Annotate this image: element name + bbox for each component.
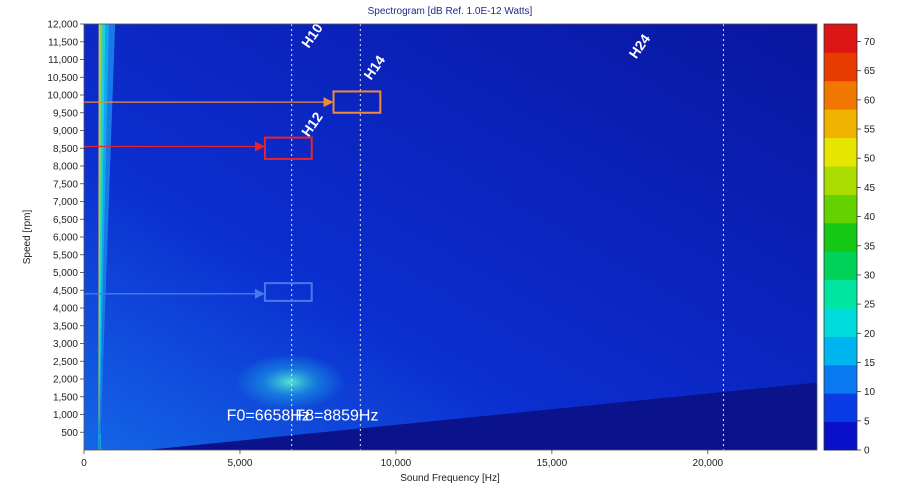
colorbar-segment [824,194,857,224]
y-tick-label: 4,000 [53,304,78,315]
y-tick-label: 6,000 [53,233,78,244]
frequency-label: F8=8859Hz [295,407,378,424]
colorbar-segment [824,279,857,309]
marker-arrow [84,97,334,108]
y-tick-label: 5,000 [53,268,78,279]
frequency-markers [291,24,724,450]
y-axis-ticks: 500 1,000 1,500 2,000 2,500 3,000 3,500 4,000 4,… [47,20,84,439]
frequency-label: F0=6658Hz [227,407,310,424]
colorbar-segment [824,393,857,423]
y-tick-label: 1,000 [53,410,78,421]
colorbar-frame [823,23,858,451]
y-tick-label: 9,000 [53,126,78,137]
marker-arrows [84,97,334,299]
x-axis-label: Sound Frequency [Hz] [400,473,500,484]
colorbar-segment [824,364,857,394]
colorbar-tick-label: 70 [864,37,876,48]
marker-box [263,282,313,302]
y-tick-label: 8,500 [53,144,78,155]
x-tick-label: 0 [81,458,87,469]
x-tick-label: 15,000 [537,458,568,469]
colorbar-segment [824,24,857,53]
marker-box [263,136,313,160]
colorbar-tick-label: 60 [864,95,876,106]
colorbar-tick-label: 20 [864,329,876,340]
y-tick-label: 1,500 [53,392,78,403]
low-frequency-floor [146,382,817,450]
marker-arrow [84,141,265,152]
y-tick-label: 10,500 [47,73,78,84]
harmonic-lines [98,24,116,450]
colorbar-tick-label: 65 [864,66,876,77]
x-tick-label: 5,000 [227,458,252,469]
y-tick-label: 9,500 [53,108,78,119]
y-tick-label: 7,500 [53,179,78,190]
y-tick-label: 7,000 [53,197,78,208]
colorbar-tick-label: 0 [864,446,870,457]
colorbar-tick-label: 45 [864,183,876,194]
colorbar-tick-label: 15 [864,358,876,369]
colorbar-tick-label: 30 [864,270,876,281]
colorbar-segment [824,166,857,195]
colorbar-segment [824,308,857,337]
colorbar: 0 5 10 15 20 25 30 35 40 45 50 55 60 65 70 [823,23,876,457]
colorbar-tick-label: 10 [864,387,876,398]
colorbar-tick-label: 5 [864,416,870,427]
y-tick-label: 12,000 [47,20,78,31]
y-axis-label: Speed [rpm] [22,210,33,265]
colorbar-segment [824,137,857,167]
chart-title: Spectrogram [dB Ref. 1.0E-12 Watts] [368,6,533,17]
harmonic-line [99,24,116,450]
colorbar-segment [824,52,857,82]
y-tick-label: 8,000 [53,162,78,173]
colorbar-segment [824,222,857,252]
y-tick-label: 5,500 [53,250,78,261]
y-tick-label: 10,000 [47,91,78,102]
hot-spot-glow [235,354,345,410]
x-tick-label: 20,000 [693,458,724,469]
colorbar-tick-label: 55 [864,125,876,136]
colorbar-segment [824,109,857,139]
x-axis-ticks: 0 5,000 10,000 15,000 20,000 [81,450,724,469]
x-tick-label: 10,000 [381,458,412,469]
y-tick-label: 11,500 [48,37,78,48]
y-tick-label: 4,500 [53,286,78,297]
y-tick-label: 6,500 [53,215,78,226]
colorbar-segment [824,251,857,281]
marker-arrow [84,288,265,299]
y-tick-label: 3,000 [53,339,78,350]
y-tick-label: 2,500 [53,357,78,368]
colorbar-tick-label: 40 [864,212,876,223]
y-tick-label: 3,500 [53,321,78,332]
colorbar-segment [824,80,857,110]
colorbar-tick-label: 35 [864,241,876,252]
colorbar-tick-label: 25 [864,300,876,311]
plot-background [84,24,817,450]
y-tick-label: 11,000 [48,55,78,66]
y-tick-label: 2,000 [53,375,78,386]
colorbar-segment [824,421,857,451]
y-tick-label: 500 [61,428,78,439]
colorbar-segment [824,336,857,366]
colorbar-tick-label: 50 [864,154,876,165]
